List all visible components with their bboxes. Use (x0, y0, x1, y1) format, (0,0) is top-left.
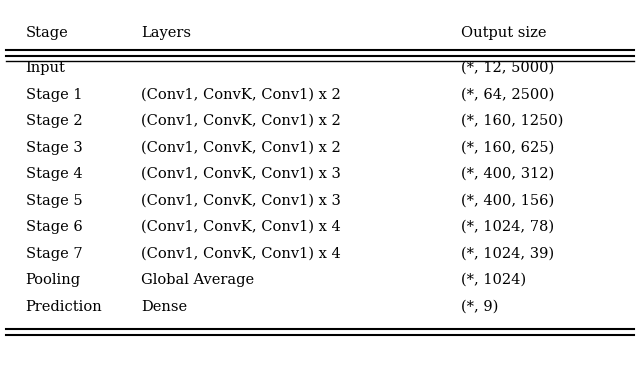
Text: Dense: Dense (141, 300, 187, 314)
Text: Stage: Stage (26, 26, 68, 40)
Text: Stage 3: Stage 3 (26, 141, 83, 155)
Text: (*, 400, 312): (*, 400, 312) (461, 167, 554, 181)
Text: Input: Input (26, 61, 65, 75)
Text: Stage 4: Stage 4 (26, 167, 82, 181)
Text: (*, 400, 156): (*, 400, 156) (461, 194, 554, 208)
Text: (Conv1, ConvK, Conv1) x 2: (Conv1, ConvK, Conv1) x 2 (141, 114, 340, 128)
Text: (*, 1024, 39): (*, 1024, 39) (461, 247, 554, 261)
Text: Output size: Output size (461, 26, 547, 40)
Text: Stage 6: Stage 6 (26, 220, 83, 234)
Text: (*, 9): (*, 9) (461, 300, 498, 314)
Text: (*, 1024, 78): (*, 1024, 78) (461, 220, 554, 234)
Text: Global Average: Global Average (141, 273, 254, 287)
Text: (*, 160, 1250): (*, 160, 1250) (461, 114, 563, 128)
Text: Stage 5: Stage 5 (26, 194, 82, 208)
Text: (*, 64, 2500): (*, 64, 2500) (461, 88, 554, 102)
Text: (Conv1, ConvK, Conv1) x 2: (Conv1, ConvK, Conv1) x 2 (141, 88, 340, 102)
Text: Stage 1: Stage 1 (26, 88, 82, 102)
Text: (Conv1, ConvK, Conv1) x 3: (Conv1, ConvK, Conv1) x 3 (141, 194, 340, 208)
Text: Stage 2: Stage 2 (26, 114, 82, 128)
Text: (*, 1024): (*, 1024) (461, 273, 526, 287)
Text: Prediction: Prediction (26, 300, 102, 314)
Text: (Conv1, ConvK, Conv1) x 4: (Conv1, ConvK, Conv1) x 4 (141, 247, 340, 261)
Text: (*, 12, 5000): (*, 12, 5000) (461, 61, 554, 75)
Text: (Conv1, ConvK, Conv1) x 2: (Conv1, ConvK, Conv1) x 2 (141, 141, 340, 155)
Text: (Conv1, ConvK, Conv1) x 3: (Conv1, ConvK, Conv1) x 3 (141, 167, 340, 181)
Text: (*, 160, 625): (*, 160, 625) (461, 141, 554, 155)
Text: Pooling: Pooling (26, 273, 81, 287)
Text: Stage 7: Stage 7 (26, 247, 82, 261)
Text: (Conv1, ConvK, Conv1) x 4: (Conv1, ConvK, Conv1) x 4 (141, 220, 340, 234)
Text: Layers: Layers (141, 26, 191, 40)
